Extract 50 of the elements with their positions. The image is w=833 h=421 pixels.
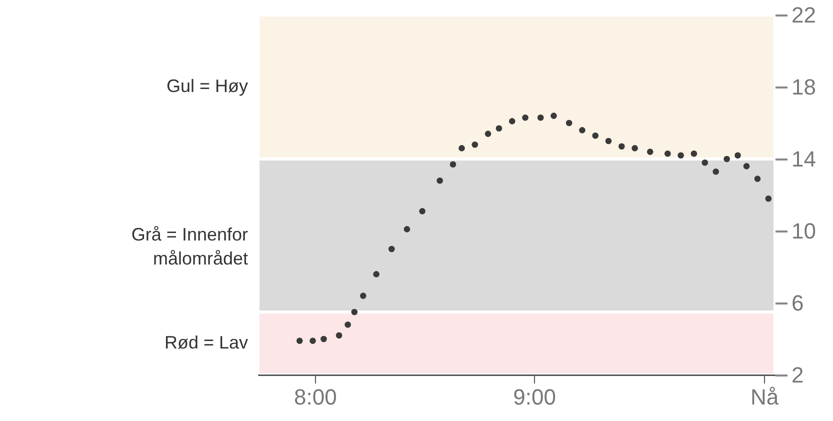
point [605, 138, 612, 144]
point [712, 168, 720, 175]
point [690, 150, 698, 157]
point [310, 338, 316, 344]
point [702, 159, 708, 166]
point [734, 152, 741, 159]
point [678, 152, 684, 159]
point [373, 271, 380, 278]
y-tick-label: 6 [792, 290, 804, 316]
point [618, 143, 625, 150]
band-label: Grå = Innenfor målområdet [131, 224, 248, 268]
point [496, 125, 502, 132]
y-tick-label: 18 [792, 74, 816, 100]
point [484, 130, 492, 137]
point [336, 332, 342, 339]
band-label: Gul = Høy [166, 76, 248, 96]
point [754, 176, 761, 182]
point [360, 292, 366, 299]
point [632, 145, 638, 152]
point [344, 321, 351, 328]
band-label: Rød = Lav [164, 332, 248, 352]
point [664, 150, 671, 157]
point [320, 336, 327, 342]
point [566, 120, 572, 126]
point [472, 141, 478, 148]
point [765, 195, 772, 202]
point [388, 246, 395, 252]
x-tick-label: 8:00 [294, 384, 337, 410]
point [404, 226, 410, 232]
point [646, 148, 654, 155]
point [550, 112, 557, 119]
y-tick-label: 22 [792, 2, 816, 28]
point [537, 114, 544, 121]
point [579, 127, 586, 134]
point [436, 177, 443, 184]
y-tick-label: 10 [792, 218, 816, 244]
y-tick-label: 14 [792, 146, 816, 172]
point [419, 208, 426, 214]
point [522, 114, 528, 121]
x-tick-label: 9:00 [513, 384, 556, 410]
point [296, 338, 303, 344]
y-tick-label: 2 [792, 362, 804, 388]
point [724, 156, 730, 162]
point [458, 145, 465, 152]
point [351, 308, 358, 316]
point [450, 161, 456, 168]
x-tick-label: Nå [750, 384, 780, 410]
point [592, 132, 599, 139]
point [743, 163, 750, 170]
point [508, 118, 516, 124]
